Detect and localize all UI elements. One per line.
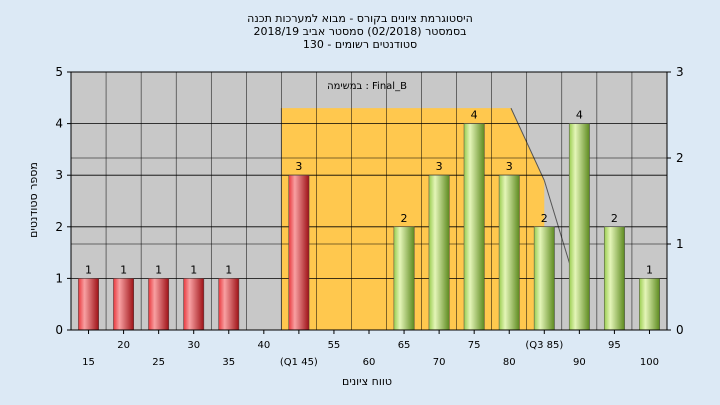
bar-value-label: 4 (576, 109, 583, 122)
x-tick-label: (Q3 85) (525, 340, 563, 351)
x-tick-label: (Q1 45) (280, 357, 318, 368)
y2-tick-label: 1 (676, 237, 684, 251)
bar-layer (78, 123, 660, 331)
bar-35 (218, 278, 240, 331)
x-tick-label: 35 (222, 357, 235, 368)
bar-20 (113, 278, 135, 331)
quartile-band-edge-right (510, 107, 545, 181)
chart-title-line-3: סטודנטים רשומים - 130 (302, 38, 418, 51)
y-tick-label: 0 (55, 323, 63, 337)
chart-title-line-2: בסמסטר (02/2018) סמסטר אביב 2018/19 (253, 25, 467, 38)
y-axis-label: מספר סטודנטים (27, 162, 40, 238)
bar-value-label: 2 (401, 212, 408, 225)
x-tick-label: 80 (503, 357, 516, 368)
bar-(Q1 45) (288, 174, 310, 331)
bar-value-label: 3 (506, 160, 513, 173)
y2-tick-label: 3 (676, 65, 684, 79)
bar-value-label: 1 (120, 263, 127, 276)
y-tick-label: 1 (55, 271, 63, 285)
y2-tick-label: 0 (676, 323, 684, 337)
bar-75 (463, 123, 485, 331)
y2-tick-label: 2 (676, 151, 684, 165)
x-tick-label: 100 (640, 357, 659, 368)
bar-70 (428, 174, 450, 331)
x-tick-label: 90 (573, 357, 586, 368)
y-tick-label: 5 (55, 65, 63, 79)
x-tick-label: 40 (257, 340, 270, 351)
bar-30 (183, 278, 205, 331)
bar-15 (78, 278, 99, 331)
x-tick-label: 55 (328, 340, 341, 351)
value-label-layer: 1 1 1 1 1 3 2 3 4 3 2 4 2 1 (85, 109, 653, 277)
bar-95 (603, 226, 625, 331)
x-tick-label: 65 (398, 340, 411, 351)
y-tick-label: 4 (55, 117, 63, 131)
x-axis-label: טווח ציונים (342, 375, 392, 388)
bar-25 (148, 278, 170, 331)
legend-label: במשימה : Final_B (327, 81, 407, 92)
y-tick-label: 2 (55, 220, 63, 234)
bar-value-label: 1 (225, 263, 232, 276)
bar-value-label: 1 (85, 263, 92, 276)
axis-layer: 0 1 2 3 4 5 0 1 2 3 20 30 40 55 65 75 (Q3 85) 95 15 25 35 (Q1… (55, 65, 683, 368)
x-tick-label: 15 (82, 357, 95, 368)
x-tick-label: 70 (433, 357, 446, 368)
bar-value-label: 1 (646, 263, 653, 276)
bar-90 (568, 123, 590, 331)
x-tick-label: 75 (468, 340, 481, 351)
bar-100 (639, 278, 660, 331)
x-tick-label: 25 (152, 357, 165, 368)
bar-value-label: 3 (295, 160, 302, 173)
bar-value-label: 2 (541, 212, 548, 225)
x-tick-label: 20 (117, 340, 130, 351)
bar-65 (393, 226, 415, 331)
y-tick-label: 3 (55, 168, 63, 182)
x-tick-label: 60 (363, 357, 376, 368)
bar-value-label: 1 (190, 263, 197, 276)
bar-value-label: 4 (471, 109, 478, 122)
bar-80 (498, 174, 520, 331)
x-tick-label: 95 (608, 340, 621, 351)
x-tick-label: 30 (187, 340, 200, 351)
bar-value-label: 2 (611, 212, 618, 225)
chart-title-line-1: היסטוגרמת ציונים בקורס - מבוא למערכות תכ… (247, 12, 473, 25)
bar-value-label: 3 (436, 160, 443, 173)
bar-value-label: 1 (155, 263, 162, 276)
bar-(Q3 85) (533, 226, 555, 331)
